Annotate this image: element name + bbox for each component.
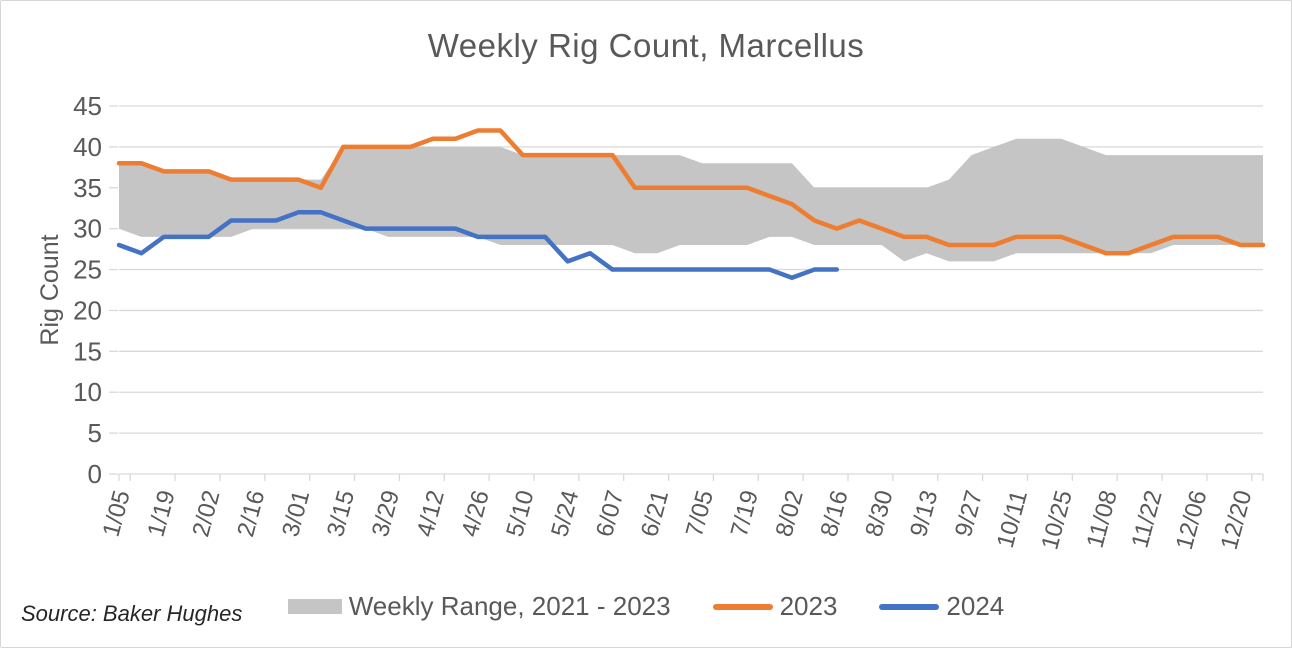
legend-line-swatch [879,603,940,610]
y-axis-tick-label: 20 [73,295,102,325]
x-axis-tick-label: 10/25 [1036,488,1078,553]
legend-item-range: Weekly Range, 2021 - 2023 [287,591,671,622]
y-axis-tick-label: 35 [73,173,102,203]
x-axis-tick-label: 6/21 [636,488,674,540]
x-axis-tick-label: 2/02 [187,488,225,540]
legend-band-swatch [287,599,342,614]
y-axis-tick-label: 45 [73,91,102,121]
legend-label: 2023 [779,591,838,621]
legend-label: 2024 [946,591,1005,621]
x-axis-tick-label: 9/27 [950,488,988,540]
legend: Weekly Range, 2021 - 2023 2023 2024 [1,591,1291,622]
x-axis-tick-label: 6/07 [591,488,629,540]
y-axis-tick-label: 25 [73,255,102,285]
x-axis-tick-label: 4/12 [412,488,450,540]
x-axis-tick-label: 11/08 [1082,488,1123,551]
y-axis-tick-label: 0 [88,459,102,489]
y-axis-title: Rig Count [36,234,64,345]
x-axis-tick-label: 9/13 [905,488,943,540]
y-axis-tick-label: 5 [88,418,102,448]
x-axis-tick-label: 4/26 [457,488,495,540]
x-axis-tick-label: 3/29 [367,488,405,540]
legend-item-2024: 2024 [879,591,1004,622]
x-axis-tick-label: 12/06 [1171,488,1213,553]
source-note: Source: Baker Hughes [21,601,243,626]
x-axis-tick-label: 12/20 [1216,488,1258,553]
x-axis-tick-label: 10/11 [992,488,1033,551]
y-axis-tick-label: 10 [73,377,102,407]
legend-item-2023: 2023 [712,591,838,622]
chart-title: Weekly Rig Count, Marcellus [427,27,865,64]
x-axis-tick-label: 8/16 [815,488,853,540]
x-axis-tick-label: 7/19 [726,488,764,540]
x-axis-tick-label: 8/30 [860,488,898,540]
x-axis-tick-label: 1/05 [98,488,136,540]
x-axis-tick-label: 2/16 [232,488,270,540]
y-axis-tick-label: 15 [73,336,102,366]
x-axis-tick-label: 5/24 [546,488,584,540]
y-axis-tick-label: 40 [73,132,102,162]
y-axis-tick-label: 30 [73,214,102,244]
x-axis-tick-label: 11/22 [1126,488,1167,551]
x-axis-tick-label: 1/19 [142,488,180,540]
x-axis-tick-label: 3/15 [322,488,360,540]
x-axis-tick-label: 5/10 [501,488,539,540]
x-axis-tick-label: 7/05 [681,488,719,540]
legend-line-swatch [712,603,773,610]
series-2023-line [116,128,1266,256]
x-axis-tick-label: 8/02 [771,488,809,540]
legend-label: Weekly Range, 2021 - 2023 [348,591,671,621]
range-band-area [119,138,1263,262]
x-axis-tick-label: 3/01 [277,488,315,540]
series-2024-line [116,210,840,280]
